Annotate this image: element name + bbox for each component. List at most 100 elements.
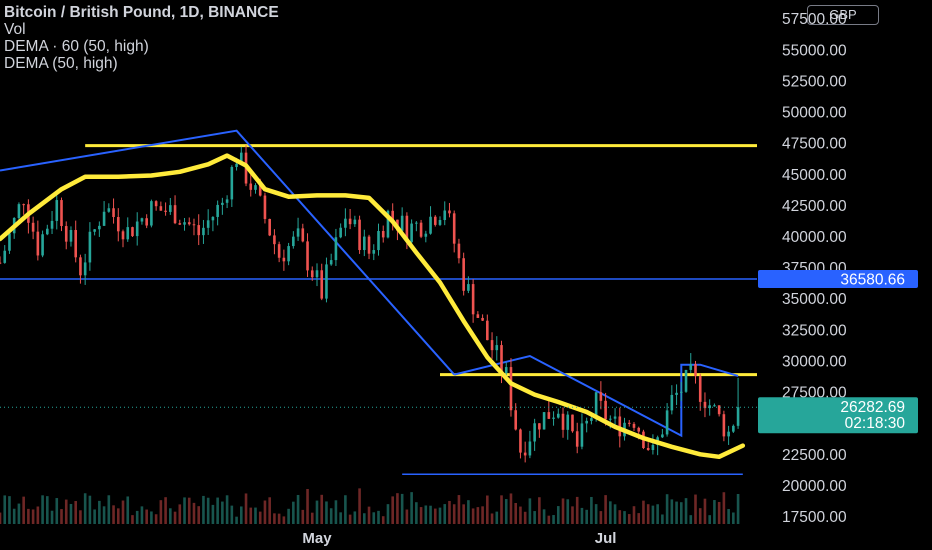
candle-body — [367, 236, 371, 254]
candle-body — [481, 317, 484, 321]
candle-body — [230, 166, 234, 200]
candlestick-series — [0, 145, 740, 463]
candle-body — [713, 405, 716, 407]
candle-body — [556, 413, 560, 418]
volume-bar — [708, 515, 711, 524]
volume-bar — [8, 496, 11, 524]
volume-bar — [675, 501, 678, 524]
volume-bar — [102, 506, 106, 524]
candle-body — [438, 220, 442, 225]
volume-bar — [254, 507, 257, 524]
candle-body — [169, 205, 172, 212]
volume-bar — [306, 489, 309, 524]
current-price-badge — [758, 397, 918, 434]
volume-bar — [415, 502, 418, 524]
volume-bar — [547, 515, 551, 524]
candle-body — [116, 217, 120, 232]
volume-indicator-label[interactable]: Vol — [4, 21, 26, 38]
candle-body — [339, 227, 342, 238]
candle-body — [287, 246, 290, 262]
candle-body — [490, 340, 494, 351]
candle-body — [126, 227, 130, 240]
volume-bar — [419, 507, 423, 524]
candle-body — [50, 220, 54, 229]
volume-bar — [386, 504, 390, 524]
candle-body — [467, 284, 470, 291]
volume-bar — [88, 495, 92, 524]
dema-indicator-label[interactable]: DEMA (50, high) — [4, 55, 118, 72]
volume-bar — [486, 495, 489, 524]
volume-bar — [325, 501, 328, 524]
candle-body — [448, 210, 451, 214]
candle-body — [0, 262, 2, 264]
candle-body — [533, 423, 536, 442]
volume-bar — [424, 505, 428, 524]
candle-body — [363, 236, 366, 251]
volume-bar — [31, 509, 35, 524]
time-axis[interactable]: May Jul — [302, 530, 616, 547]
candle-body — [239, 152, 243, 164]
volume-bar — [164, 497, 167, 524]
volume-bar — [221, 501, 224, 524]
volume-bar — [694, 494, 697, 524]
candle-body — [296, 228, 300, 237]
marked-level-label[interactable]: 36580.66 — [758, 270, 918, 289]
candle-body — [140, 218, 144, 222]
candle-body — [538, 423, 541, 430]
volume-bar — [187, 497, 191, 524]
volume-bar — [145, 509, 148, 524]
volume-bar — [3, 495, 7, 524]
volume-bar — [225, 495, 229, 524]
candle-body — [443, 210, 447, 221]
candle-body — [561, 413, 565, 430]
candle-body — [372, 250, 376, 254]
volume-bar — [315, 500, 319, 524]
candle-body — [637, 427, 641, 432]
volume-bar — [542, 509, 546, 524]
volume-bar — [334, 500, 338, 524]
horizontal-levels[interactable] — [0, 144, 757, 475]
price-axis[interactable]: 17500.0020000.0022500.0025000.0027500.00… — [782, 11, 847, 526]
volume-bar — [50, 510, 54, 524]
candle-body — [320, 270, 324, 299]
candle-body — [552, 417, 555, 419]
current-price-label[interactable]: 26282.69 02:18:30 — [758, 397, 918, 434]
marked-level-badge — [758, 270, 918, 289]
candle-body — [325, 264, 328, 299]
candle-body — [722, 414, 726, 437]
candle-body — [273, 235, 276, 245]
volume-bar — [665, 494, 669, 524]
volume-bar — [79, 510, 82, 524]
volume-bar — [258, 511, 262, 524]
currency-button[interactable]: GBP — [807, 5, 879, 25]
volume-bar — [263, 500, 267, 524]
candle-body — [698, 376, 702, 402]
candle-body — [736, 407, 740, 426]
volume-bar — [722, 492, 726, 524]
volume-bar — [732, 512, 735, 524]
candle-body — [566, 414, 570, 430]
volume-bar — [405, 509, 409, 524]
volume-bar — [585, 509, 588, 524]
volume-bar — [476, 507, 480, 524]
symbol-title[interactable]: Bitcoin / British Pound, 1D, BINANCE — [4, 4, 279, 21]
volume-bar — [244, 493, 248, 524]
candle-body — [187, 222, 191, 225]
volume-bar — [651, 505, 655, 524]
volume-bar — [60, 509, 63, 524]
volume-bar — [377, 510, 380, 524]
candle-body — [154, 201, 158, 207]
volume-bar — [12, 508, 16, 524]
volume-bar — [443, 504, 447, 524]
dema-60-indicator-label[interactable]: DEMA · 60 (50, high) — [4, 38, 149, 55]
candle-body — [306, 241, 309, 271]
candle-body — [504, 367, 508, 373]
candle-body — [727, 431, 730, 437]
candle-body — [452, 213, 456, 244]
volume-bar — [83, 493, 87, 524]
candle-body — [348, 218, 352, 225]
volume-bar — [358, 488, 361, 524]
candle-body — [268, 218, 271, 236]
candle-body — [377, 231, 380, 251]
